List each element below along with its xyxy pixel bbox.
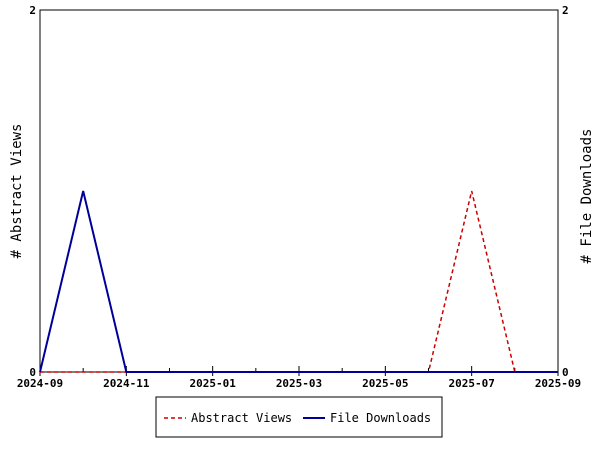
x-tick-label: 2025-07	[448, 377, 494, 390]
x-tick-label: 2025-03	[276, 377, 322, 390]
right-y-tick-label: 2	[562, 4, 569, 17]
x-tick-label: 2024-09	[17, 377, 63, 390]
right-y-axis-title: # File Downloads	[579, 129, 595, 264]
x-tick-label: 2025-01	[189, 377, 236, 390]
series-lines	[39, 190, 558, 373]
legend-label-abstract-views: Abstract Views	[191, 411, 292, 425]
x-tick-label: 2025-09	[535, 377, 581, 390]
x-tick-label: 2025-05	[362, 377, 408, 390]
x-axis-tick-labels: 2024-09 2024-11 2025-01 2025-03 2025-05 2025-…	[17, 377, 581, 390]
left-y-tick-label: 2	[29, 4, 36, 17]
legend-label-file-downloads: File Downloads	[330, 411, 431, 425]
left-y-tick-label: 0	[29, 366, 36, 379]
plot-area	[39, 9, 559, 373]
legend: Abstract Views File Downloads	[155, 396, 443, 438]
right-y-tick-label: 0	[562, 366, 569, 379]
x-tick-label: 2024-11	[103, 377, 150, 390]
left-y-axis-title: # Abstract Views	[9, 124, 25, 259]
series-line-file-downloads	[39, 190, 558, 373]
legend-box	[155, 396, 443, 438]
